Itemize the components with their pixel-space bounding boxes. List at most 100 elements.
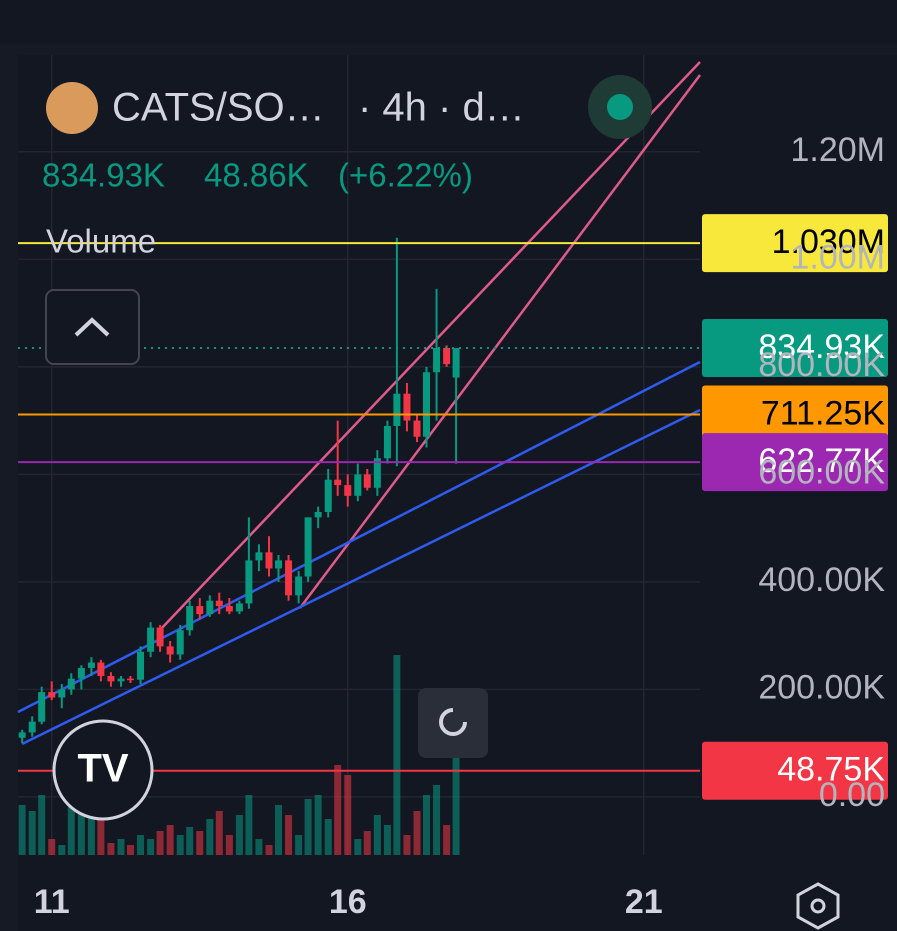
price-label-bg: [702, 741, 888, 800]
candle-body: [245, 560, 253, 604]
y-tick-label: 1.00M: [791, 238, 886, 276]
candle-body: [324, 479, 332, 512]
y-tick-label: 1.20M: [791, 131, 886, 169]
support-line: [17, 360, 701, 714]
change-pct: (+6.22%): [338, 157, 473, 194]
y-tick-label: 0.00: [819, 776, 885, 814]
volume-bar: [126, 845, 134, 855]
candle-body: [166, 646, 174, 655]
volume-bar: [295, 835, 303, 855]
candle-body: [265, 552, 273, 569]
toolbar: [0, 0, 897, 44]
price-label-bg: [702, 433, 888, 492]
volume-bar: [265, 845, 273, 855]
candle-body: [422, 372, 430, 437]
candle-body: [196, 606, 204, 615]
volume-bar: [403, 835, 411, 855]
volume-bar: [87, 805, 95, 855]
channel-line: [299, 74, 701, 609]
candle-body: [433, 348, 441, 373]
volume-bar: [58, 845, 66, 855]
channel-line: [159, 61, 701, 631]
price-label: 622.77K: [758, 442, 885, 480]
candle-body: [274, 560, 282, 569]
candle-body: [215, 600, 223, 607]
volume-bar: [107, 843, 115, 855]
y-tick-label: 600.00K: [758, 453, 885, 491]
volume-bar: [196, 831, 204, 855]
candle-body: [452, 348, 460, 378]
volume-bar: [373, 815, 381, 855]
volume-bar: [285, 815, 293, 855]
candle-body: [206, 600, 214, 615]
symbol-avatar: [46, 82, 98, 134]
volume-bar: [156, 831, 164, 855]
volume-bar: [433, 785, 441, 855]
volume-bar: [137, 835, 145, 855]
y-tick-label: 800.00K: [758, 346, 885, 384]
volume-bar: [334, 765, 342, 855]
candle-body: [393, 393, 401, 426]
candle-body: [107, 675, 115, 682]
candle-body: [38, 692, 46, 722]
candle-body: [354, 474, 362, 496]
settings-icon: [810, 898, 826, 914]
volume-bar: [245, 795, 253, 855]
volume-bar: [67, 795, 75, 855]
volume-bar: [324, 819, 332, 855]
collapse-button[interactable]: [45, 289, 140, 365]
reset-button[interactable]: [418, 688, 488, 758]
volume-bar: [28, 811, 36, 855]
price-label-bg: [702, 214, 888, 273]
price-label: 48.75K: [777, 751, 885, 789]
volume-bar: [186, 827, 194, 855]
status-dot: [607, 94, 633, 120]
volume-bar: [166, 825, 174, 855]
chevron-icon: [74, 317, 110, 337]
price-label: 711.25K: [761, 395, 885, 433]
interval: · 4h · d…: [358, 86, 525, 130]
logo-button[interactable]: [52, 719, 154, 821]
x-tick-label: 16: [329, 883, 367, 921]
candle-body: [383, 425, 391, 459]
volume-bar: [344, 775, 352, 855]
volume-bar: [363, 831, 371, 855]
volume-bar: [383, 825, 391, 855]
candle-body: [255, 552, 263, 561]
price-label: 1.030M: [772, 223, 885, 261]
volume-bar: [176, 835, 184, 855]
volume-bar: [206, 819, 214, 855]
x-tick-label: 11: [34, 883, 70, 921]
candle-body: [137, 651, 145, 680]
candle-body: [48, 692, 56, 698]
candle-body: [126, 678, 134, 681]
volume-bar: [18, 805, 26, 855]
support-line: [21, 408, 701, 746]
candle-body: [77, 667, 85, 679]
y-tick-label: 200.00K: [758, 668, 885, 706]
volume-bar: [117, 839, 125, 855]
volume-bar: [314, 795, 322, 855]
volume-bar: [48, 839, 56, 855]
reset-icon: [439, 708, 467, 736]
volume-bar: [147, 839, 155, 855]
volume-bar: [304, 799, 312, 855]
candle-body: [413, 420, 421, 437]
candle-body: [295, 576, 303, 596]
candle-body: [18, 732, 26, 738]
candle-body: [87, 662, 95, 668]
settings-button[interactable]: [796, 882, 840, 930]
volume-bar: [443, 825, 451, 855]
candle-body: [156, 627, 164, 647]
change: 48.86K: [204, 157, 309, 194]
volume-bar: [215, 811, 223, 855]
volume-bar: [393, 655, 401, 855]
candle-body: [314, 511, 322, 518]
candle-body: [363, 474, 371, 488]
candle-body: [373, 458, 381, 488]
candle-body: [344, 485, 352, 496]
candle-body: [235, 603, 243, 612]
price-label-bg: [702, 319, 888, 378]
volume-bar: [38, 795, 46, 855]
